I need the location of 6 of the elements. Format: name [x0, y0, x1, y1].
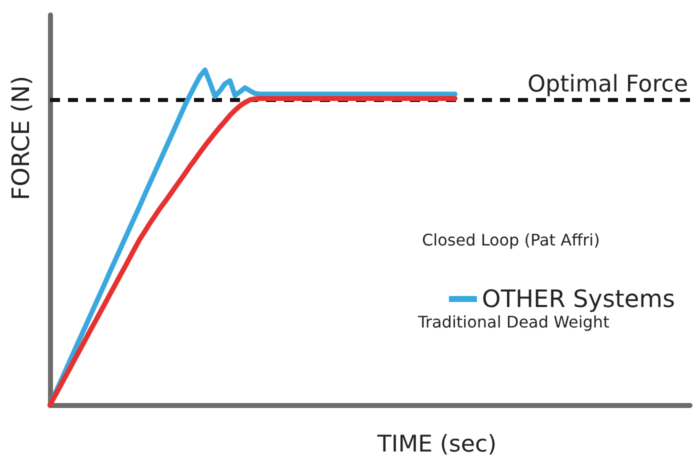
x-axis-title: TIME (sec): [376, 432, 497, 458]
y-axis-title: FORCE (N): [7, 76, 35, 200]
ref-line-label: Optimal Force: [527, 72, 688, 98]
annotation: Closed Loop (Pat Affri): [422, 230, 600, 250]
legend-label: OTHER Systems: [482, 285, 676, 313]
annotation: Traditional Dead Weight: [417, 312, 610, 332]
